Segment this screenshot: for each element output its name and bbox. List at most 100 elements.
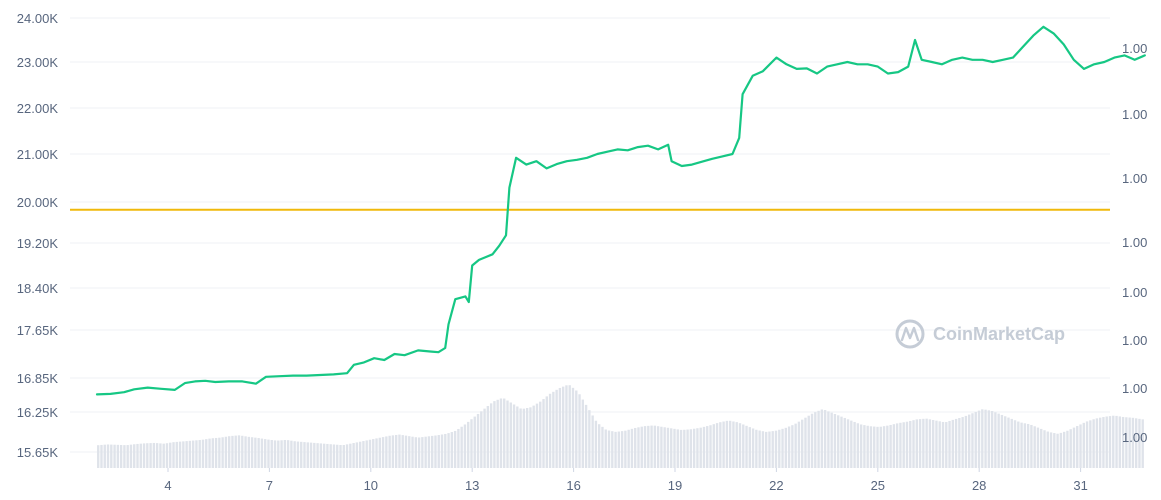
volume-bar	[440, 434, 444, 468]
volume-bar	[155, 443, 159, 468]
volume-bar	[1138, 418, 1141, 468]
volume-bar	[958, 417, 961, 468]
volume-bar	[408, 436, 411, 468]
volume-bar	[791, 425, 794, 468]
volume-bar	[345, 444, 349, 468]
volume-bar	[211, 438, 214, 468]
volume-bar	[332, 444, 336, 468]
volume-bar	[1072, 427, 1076, 468]
volume-bar	[247, 436, 251, 468]
volume-bar	[313, 442, 316, 468]
volume-bar	[1004, 416, 1007, 468]
volume-bar	[670, 428, 673, 468]
volume-bar	[113, 444, 116, 468]
volume-bar	[149, 443, 152, 468]
x-tick-label: 19	[668, 478, 682, 493]
volume-bar	[918, 419, 922, 468]
volume-bar	[575, 390, 578, 468]
volume-bar	[316, 443, 319, 468]
volume-bar	[931, 419, 935, 468]
volume-bar	[974, 411, 977, 468]
volume-bar	[129, 444, 133, 468]
volume-bar	[833, 414, 837, 468]
volume-bar	[663, 427, 666, 468]
y-left-tick-label: 23.00K	[17, 55, 59, 70]
volume-bar	[142, 443, 146, 468]
volume-bar	[1013, 420, 1017, 468]
volume-bar	[496, 399, 499, 468]
volume-bar	[326, 443, 329, 468]
volume-bar	[250, 437, 254, 468]
volume-bar	[126, 445, 129, 468]
volume-bar	[431, 435, 434, 468]
volume-bar	[899, 422, 902, 468]
volume-bar	[1089, 420, 1092, 468]
x-tick-label: 7	[266, 478, 273, 493]
volume-bar	[483, 408, 486, 468]
volume-bar	[411, 436, 414, 468]
volume-bar	[797, 421, 801, 468]
volume-bar	[172, 442, 175, 468]
volume-bar	[925, 418, 928, 468]
volume-bar	[696, 428, 699, 468]
volume-bar	[604, 429, 607, 468]
volume-bar	[683, 429, 686, 468]
x-tick-label: 4	[164, 478, 171, 493]
volume-bar	[689, 429, 693, 468]
volume-bar	[342, 445, 345, 468]
y-left-tick-label: 21.00K	[17, 147, 59, 162]
volume-bar	[909, 420, 912, 468]
volume-bar	[1112, 415, 1115, 468]
volume-bar	[139, 443, 142, 468]
volume-bar	[133, 444, 136, 468]
volume-bar	[152, 442, 156, 468]
x-tick-label: 25	[871, 478, 885, 493]
volume-bar	[1066, 430, 1069, 468]
volume-bar	[372, 439, 375, 468]
volume-bar	[850, 420, 853, 468]
volume-bar	[237, 435, 241, 468]
volume-bar	[286, 440, 290, 468]
volume-bar	[303, 442, 306, 468]
volume-bar	[804, 417, 807, 468]
volume-bar	[856, 423, 860, 468]
volume-bar	[1026, 423, 1030, 468]
volume-bar	[339, 445, 342, 468]
x-tick-label: 16	[566, 478, 580, 493]
volume-bar	[398, 434, 401, 468]
volume-bar	[532, 405, 535, 468]
volume-bar	[529, 407, 532, 468]
volume-bar	[1033, 426, 1036, 468]
volume-bar	[349, 443, 352, 468]
volume-bar	[1010, 418, 1013, 468]
volume-bar	[270, 440, 273, 468]
volume-bar	[807, 415, 810, 468]
volume-bar	[322, 443, 326, 468]
volume-bar	[1134, 418, 1138, 468]
volume-bar	[169, 442, 172, 468]
volume-bar	[637, 427, 640, 468]
volume-bar	[362, 441, 365, 468]
volume-bar	[208, 438, 211, 468]
volume-bar	[876, 426, 879, 468]
volume-bar	[254, 437, 257, 468]
volume-bar	[863, 425, 866, 468]
volume-bar	[895, 423, 899, 468]
volume-bar	[535, 403, 539, 468]
volume-bar	[106, 444, 110, 468]
volume-bar	[1098, 417, 1102, 468]
volume-bar	[568, 385, 571, 468]
volume-bar	[277, 440, 280, 468]
volume-bar	[660, 426, 663, 468]
y-left-tick-label: 20.00K	[17, 195, 59, 210]
volume-bar	[1046, 431, 1049, 468]
volume-bar	[905, 421, 909, 468]
volume-bar	[506, 400, 509, 468]
volume-bar	[1069, 429, 1072, 468]
volume-bar	[1115, 415, 1118, 468]
volume-bar	[1049, 432, 1053, 468]
volume-bar	[280, 440, 283, 468]
volume-bar	[889, 424, 892, 468]
volume-bar	[990, 410, 994, 468]
y-left-tick-label: 15.65K	[17, 445, 59, 460]
